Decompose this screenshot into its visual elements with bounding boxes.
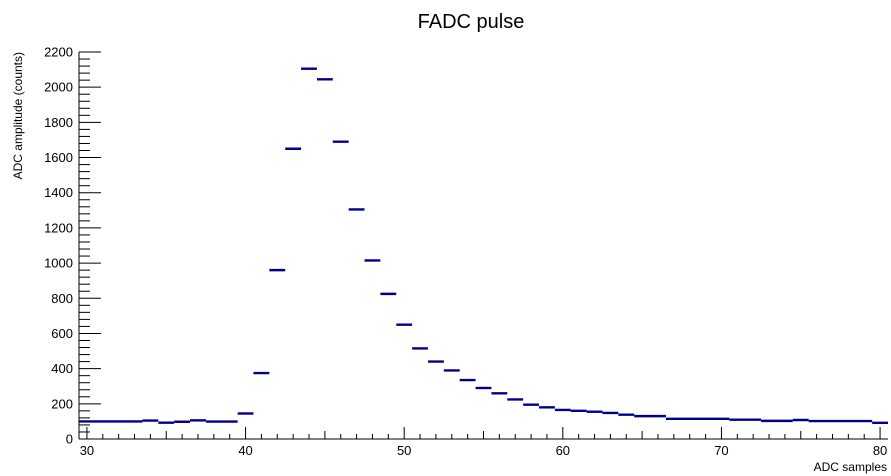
y-tick-label: 0 [66,432,73,447]
x-tick-label: 30 [80,443,94,458]
chart-title: FADC pulse [418,11,525,33]
y-tick-label: 200 [51,396,73,411]
y-tick-label: 2000 [44,80,73,95]
x-tick-label: 70 [714,443,728,458]
y-tick-label: 800 [51,291,73,306]
y-tick-label: 2200 [44,45,73,60]
y-tick-label: 1600 [44,150,73,165]
y-axis-label: ADC amplitude (counts) [11,52,25,179]
x-tick-label: 80 [873,443,887,458]
y-tick-label: 600 [51,326,73,341]
axes: 30 40 50 60 70 800200400600800100012001400160… [44,45,888,458]
x-axis-label: ADC samples [814,460,887,474]
y-tick-label: 1000 [44,256,73,271]
y-tick-label: 1400 [44,185,73,200]
y-tick-label: 1200 [44,220,73,235]
y-tick-label: 1800 [44,115,73,130]
y-tick-label: 400 [51,361,73,376]
x-tick-label: 50 [397,443,411,458]
x-tick-label: 40 [238,443,252,458]
x-tick-label: 60 [556,443,570,458]
histogram-bins [79,67,888,425]
